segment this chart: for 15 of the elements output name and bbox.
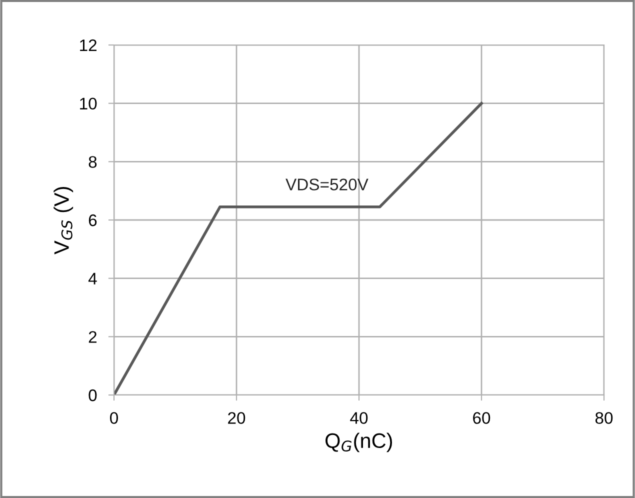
x-tick-label: 80 bbox=[595, 412, 613, 424]
annotation: VDS=520V bbox=[286, 178, 368, 190]
x-tick-label: 0 bbox=[110, 412, 118, 424]
y-tick-label: 6 bbox=[88, 214, 97, 226]
y-tick-label: 2 bbox=[88, 331, 96, 343]
y-tick-label: 4 bbox=[88, 272, 97, 284]
x-tick-label: 40 bbox=[350, 412, 368, 424]
y-axis-title: V$_{GS}$ (V) bbox=[54, 186, 74, 254]
x-axis-title: Q$_{G}$(nC) bbox=[326, 432, 392, 452]
y-tick-label: 0 bbox=[88, 389, 97, 402]
y-tick-label: 10 bbox=[80, 98, 97, 110]
x-tick-label: 60 bbox=[473, 412, 490, 424]
y-tick-label: 8 bbox=[88, 156, 97, 168]
x-tick-label: 20 bbox=[228, 412, 246, 424]
y-tick-label: 12 bbox=[80, 39, 96, 52]
